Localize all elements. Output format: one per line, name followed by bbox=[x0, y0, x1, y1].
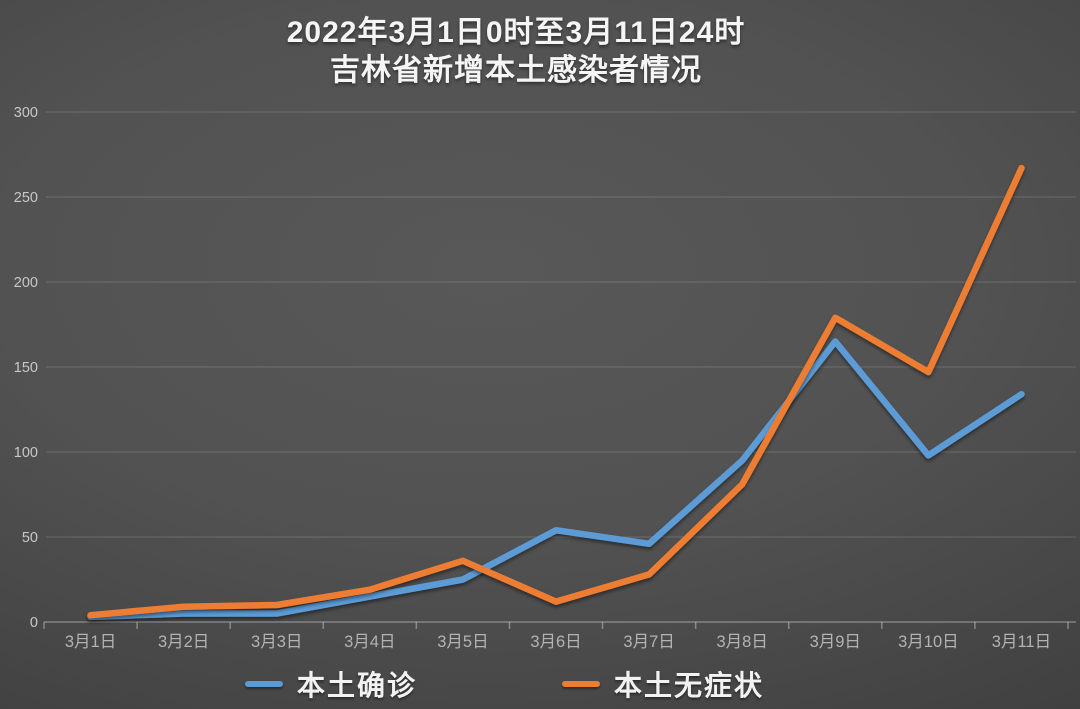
x-axis-tick-label: 3月11日 bbox=[992, 633, 1051, 651]
y-axis-tick-label: 100 bbox=[14, 445, 38, 461]
x-axis-tick-label: 3月9日 bbox=[810, 633, 861, 651]
x-axis-tick-label: 3月1日 bbox=[65, 633, 116, 651]
legend-label-local-asymptomatic: 本土无症状 bbox=[614, 670, 765, 701]
x-axis-tick-label: 3月7日 bbox=[623, 633, 674, 651]
chart-title: 2022年3月1日0时至3月11日24时 吉林省新增本土感染者情况 bbox=[0, 14, 1080, 90]
x-axis-tick-label: 3月10日 bbox=[898, 633, 959, 651]
series-line-local-confirmed bbox=[87, 338, 1025, 621]
y-axis-tick-label: 200 bbox=[14, 275, 38, 291]
x-axis-tick-label: 3月6日 bbox=[530, 633, 581, 651]
x-axis-tick-label: 3月3日 bbox=[251, 633, 302, 651]
legend-item-local-asymptomatic: 本土无症状 bbox=[562, 666, 764, 702]
x-axis-tick-label: 3月8日 bbox=[717, 633, 768, 651]
legend-item-local-confirmed: 本土确诊 bbox=[245, 666, 417, 702]
chart-title-line2: 吉林省新增本土感染者情况 bbox=[330, 54, 702, 87]
y-axis-tick-label: 0 bbox=[30, 615, 38, 631]
y-axis-tick-label: 250 bbox=[14, 190, 38, 206]
series-line-local-asymptomatic bbox=[87, 164, 1025, 619]
y-axis-tick-label: 300 bbox=[14, 105, 38, 121]
y-axis-tick-label: 50 bbox=[22, 530, 38, 546]
chart-title-line1: 2022年3月1日0时至3月11日24时 bbox=[286, 16, 746, 49]
x-axis-tick-label: 3月4日 bbox=[344, 633, 395, 651]
legend-label-local-confirmed: 本土确诊 bbox=[297, 670, 418, 701]
x-axis-tick-label: 3月5日 bbox=[437, 633, 488, 651]
legend-line-swatch-asymptomatic-icon bbox=[562, 681, 600, 687]
y-axis-tick-label: 150 bbox=[14, 360, 38, 376]
x-axis-tick-label: 3月2日 bbox=[158, 633, 209, 651]
legend-line-swatch-confirmed-icon bbox=[245, 681, 283, 687]
